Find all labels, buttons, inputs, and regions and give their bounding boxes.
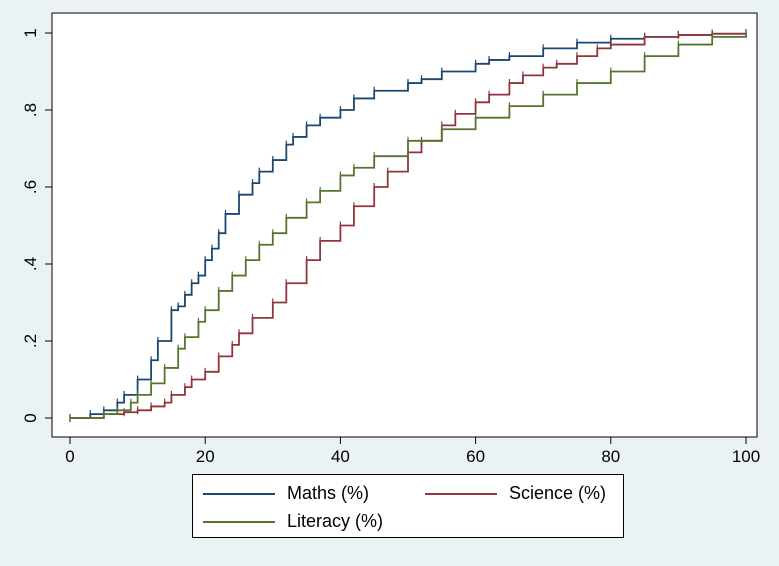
x-tick-label: 80 — [601, 447, 620, 466]
x-tick-label: 40 — [331, 447, 350, 466]
legend-swatch-maths — [203, 492, 275, 495]
legend-item-literacy: Literacy (%) — [203, 511, 383, 532]
legend-item-maths: Maths (%) — [203, 483, 369, 504]
legend-label-literacy: Literacy (%) — [287, 511, 384, 531]
y-tick-label: 1 — [21, 28, 40, 37]
x-tick-label: 60 — [466, 447, 485, 466]
y-tick-label: .4 — [21, 257, 40, 271]
y-tick-label: 0 — [21, 413, 40, 422]
legend-item-science: Science (%) — [425, 483, 606, 504]
legend-swatch-literacy — [203, 520, 275, 523]
series-lines — [69, 29, 747, 422]
legend-label-science: Science (%) — [509, 483, 607, 503]
x-tick-label: 100 — [732, 447, 760, 466]
y-tick-label: .8 — [21, 103, 40, 117]
axes: 0 20 40 60 80 100 0 .2 .4 .6 .8 1 — [21, 28, 760, 466]
y-tick-label: .2 — [21, 334, 40, 348]
x-tick-label: 0 — [65, 447, 74, 466]
legend-label-maths: Maths (%) — [287, 483, 370, 503]
y-tick-label: .6 — [21, 180, 40, 194]
x-tick-label: 20 — [196, 447, 215, 466]
legend: Maths (%) Science (%) Literacy (%) — [192, 474, 624, 538]
legend-swatch-science — [425, 492, 497, 495]
plot-area — [51, 12, 758, 438]
